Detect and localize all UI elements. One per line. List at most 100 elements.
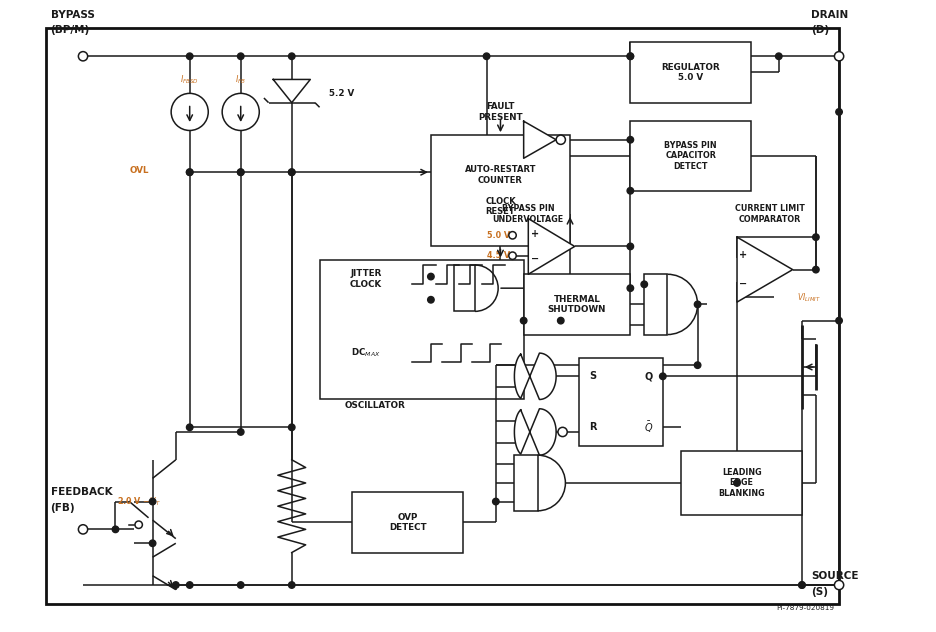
Text: 4.5 V: 4.5 V (487, 251, 510, 260)
Text: R: R (590, 422, 597, 432)
Circle shape (288, 582, 295, 588)
Bar (515, 455, 537, 511)
Text: LEADING
EDGE
BLANKING: LEADING EDGE BLANKING (718, 468, 765, 498)
Text: $\bar{Q}$: $\bar{Q}$ (644, 420, 653, 435)
Bar (431, 135, 570, 246)
Bar (644, 274, 667, 334)
Text: 5.0 V: 5.0 V (487, 231, 510, 240)
Circle shape (836, 317, 842, 324)
Circle shape (288, 53, 295, 59)
Text: 5.2 V: 5.2 V (329, 89, 354, 98)
Bar (454, 265, 475, 312)
Circle shape (238, 169, 244, 176)
Text: REGULATOR
5.0 V: REGULATOR 5.0 V (661, 63, 720, 82)
Circle shape (834, 52, 843, 61)
Circle shape (150, 540, 155, 547)
Text: AUTO-RESTART
COUNTER

CLOCK
RESET: AUTO-RESTART COUNTER CLOCK RESET (464, 166, 536, 216)
Circle shape (483, 53, 490, 59)
Circle shape (222, 94, 259, 130)
Circle shape (428, 273, 434, 280)
Text: Q: Q (645, 371, 653, 381)
Text: PI-7879-020819: PI-7879-020819 (777, 605, 834, 611)
Circle shape (834, 580, 843, 590)
Circle shape (186, 169, 193, 176)
Circle shape (558, 427, 567, 437)
Circle shape (186, 582, 193, 588)
Circle shape (798, 582, 805, 588)
Text: JITTER
CLOCK: JITTER CLOCK (350, 269, 382, 289)
Text: (BP/M): (BP/M) (51, 25, 90, 35)
Text: (S): (S) (812, 586, 828, 597)
Circle shape (627, 243, 634, 250)
Text: FEEDBACK: FEEDBACK (51, 487, 112, 497)
Bar (523, 274, 630, 334)
Text: $I_{FBSD}$: $I_{FBSD}$ (181, 73, 199, 86)
Text: OVP
DETECT: OVP DETECT (388, 513, 427, 532)
Polygon shape (737, 237, 793, 302)
Polygon shape (528, 219, 575, 274)
Text: +: + (531, 229, 539, 239)
Polygon shape (515, 409, 556, 455)
Circle shape (627, 285, 634, 291)
Circle shape (627, 188, 634, 194)
Bar (579, 358, 663, 446)
Polygon shape (273, 80, 311, 102)
Circle shape (172, 582, 179, 588)
Text: BYPASS PIN
CAPACITOR
DETECT: BYPASS PIN CAPACITOR DETECT (665, 141, 717, 171)
Circle shape (150, 498, 155, 505)
Polygon shape (515, 353, 556, 399)
Circle shape (641, 281, 648, 288)
Circle shape (509, 252, 517, 259)
Text: OVL: OVL (129, 166, 149, 175)
Circle shape (238, 582, 244, 588)
Text: BYPASS PIN
UNDERVOLTAGE: BYPASS PIN UNDERVOLTAGE (492, 204, 563, 224)
Circle shape (79, 52, 88, 61)
Circle shape (798, 582, 805, 588)
Bar (352, 492, 463, 552)
Circle shape (288, 424, 295, 430)
Bar (681, 451, 802, 516)
Circle shape (812, 234, 819, 240)
Text: THERMAL
SHUTDOWN: THERMAL SHUTDOWN (548, 295, 607, 314)
Circle shape (558, 317, 564, 324)
Text: S: S (590, 371, 597, 381)
Circle shape (556, 135, 565, 144)
Circle shape (79, 525, 88, 534)
Text: 2.0 V $-V_T$: 2.0 V $-V_T$ (117, 495, 161, 507)
Circle shape (428, 296, 434, 303)
Circle shape (695, 301, 701, 308)
Circle shape (776, 53, 782, 59)
Bar (630, 121, 751, 191)
Circle shape (509, 231, 517, 239)
Polygon shape (523, 121, 556, 158)
Text: $VI_{LIMIT}$: $VI_{LIMIT}$ (797, 291, 821, 304)
Text: CURRENT LIMIT
COMPARATOR: CURRENT LIMIT COMPARATOR (735, 204, 804, 224)
Circle shape (660, 373, 666, 380)
Circle shape (812, 266, 819, 273)
Circle shape (836, 53, 842, 59)
Circle shape (112, 526, 119, 533)
Circle shape (171, 94, 208, 130)
Circle shape (288, 169, 295, 176)
Circle shape (288, 169, 295, 176)
Circle shape (734, 480, 740, 486)
Circle shape (186, 424, 193, 430)
Text: +: + (739, 250, 748, 260)
Circle shape (520, 317, 527, 324)
Bar (630, 42, 751, 102)
Circle shape (238, 428, 244, 435)
Text: BYPASS: BYPASS (51, 9, 95, 20)
Bar (46, 28, 839, 604)
Circle shape (627, 137, 634, 143)
Circle shape (238, 53, 244, 59)
Circle shape (836, 109, 842, 115)
Text: $I_{FB}$: $I_{FB}$ (235, 73, 246, 86)
Circle shape (186, 169, 193, 176)
Text: OSCILLATOR: OSCILLATOR (344, 401, 405, 410)
Text: (D): (D) (812, 25, 829, 35)
Circle shape (135, 521, 142, 528)
Circle shape (627, 53, 634, 59)
Text: −: − (739, 279, 748, 289)
Text: −: − (531, 254, 539, 264)
Circle shape (695, 362, 701, 368)
